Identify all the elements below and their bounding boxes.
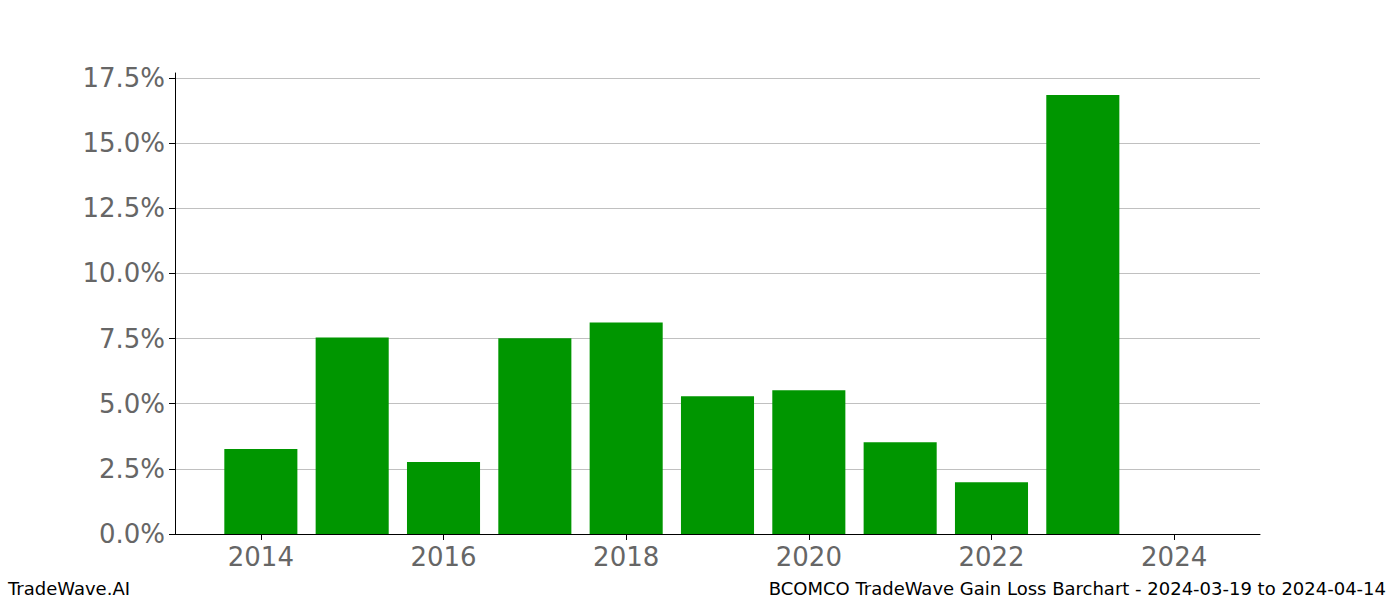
svg-text:2016: 2016 <box>410 542 476 572</box>
svg-text:12.5%: 12.5% <box>82 193 165 223</box>
svg-text:17.5%: 17.5% <box>82 63 165 93</box>
svg-text:10.0%: 10.0% <box>82 258 165 288</box>
svg-text:2020: 2020 <box>776 542 842 572</box>
svg-text:2014: 2014 <box>228 542 294 572</box>
svg-text:2024: 2024 <box>1141 542 1207 572</box>
svg-text:TradeWave.AI: TradeWave.AI <box>7 578 130 599</box>
svg-text:7.5%: 7.5% <box>99 324 165 354</box>
svg-text:5.0%: 5.0% <box>99 389 165 419</box>
svg-text:15.0%: 15.0% <box>82 128 165 158</box>
svg-text:2018: 2018 <box>593 542 659 572</box>
svg-text:BCOMCO TradeWave Gain Loss Bar: BCOMCO TradeWave Gain Loss Barchart - 20… <box>769 578 1386 599</box>
svg-text:2022: 2022 <box>958 542 1024 572</box>
svg-text:0.0%: 0.0% <box>99 519 165 549</box>
svg-text:2.5%: 2.5% <box>99 454 165 484</box>
